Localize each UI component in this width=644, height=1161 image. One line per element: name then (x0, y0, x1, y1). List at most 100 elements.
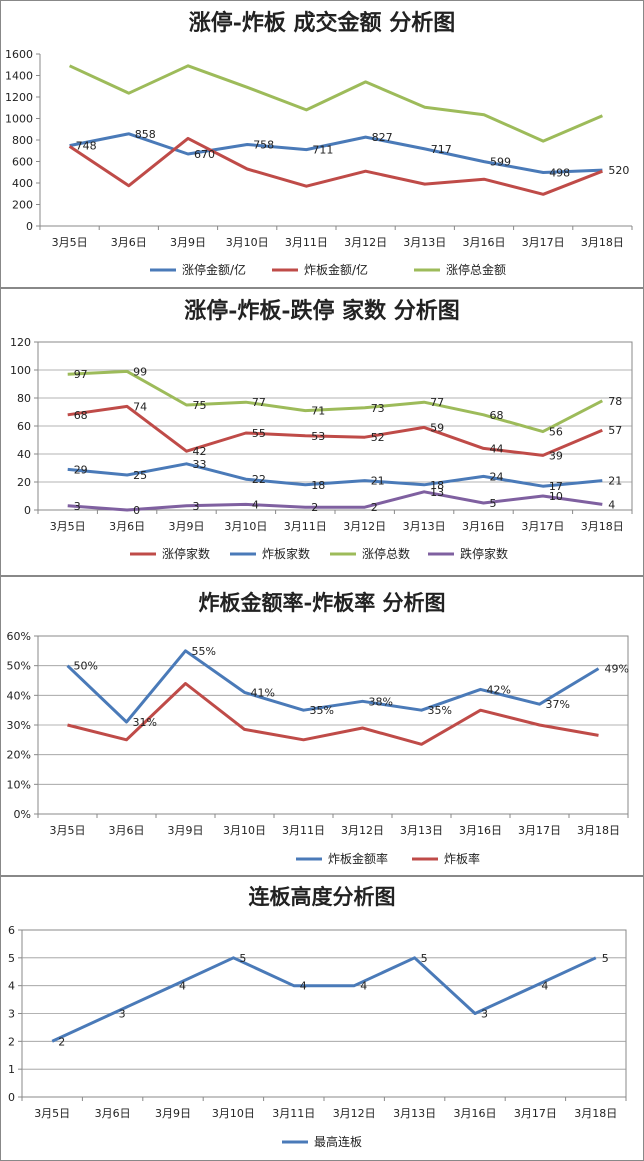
data-label: 2 (58, 1035, 65, 1048)
series-line-3 (67, 369, 603, 434)
data-label: 39 (549, 449, 563, 462)
data-label: 24 (490, 470, 504, 483)
x-tick-label: 3月6日 (109, 824, 145, 837)
chart-ratio: 炸板金额率-炸板率 分析图 0% 10% 20% 30% 40% 50% 60% 3月5日 3月6… (0, 576, 644, 876)
chart-title: 涨停-炸板-跌停 家数 分析图 (184, 298, 460, 324)
y-tick-label: 40 (17, 448, 31, 461)
legend-label: 涨停总数 (362, 546, 410, 561)
data-label: 711 (312, 144, 333, 157)
data-label: 670 (194, 148, 215, 161)
data-label: 2 (311, 501, 318, 514)
legend-label: 跌停家数 (460, 546, 508, 561)
y-tick-label: 600 (12, 156, 33, 169)
chart-turnover: 涨停-炸板 成交金额 分析图 0 200 400 600 800 1000 1200 1400 1… (0, 0, 644, 288)
data-label: 68 (74, 409, 88, 422)
y-tick-label: 400 (12, 177, 33, 190)
data-label: 53 (311, 430, 325, 443)
series-line-1 (67, 404, 603, 457)
data-label: 17 (549, 480, 563, 493)
data-label: 33 (193, 458, 207, 471)
chart-panel-turnover: 涨停-炸板 成交金额 分析图 0 200 400 600 800 1000 1200 1400 1… (0, 0, 644, 288)
y-tick-label: 10% (7, 778, 31, 791)
x-tick-label: 3月16日 (454, 1107, 497, 1120)
x-tick-label: 3月11日 (272, 1107, 315, 1120)
x-tick-label: 3月5日 (50, 824, 86, 837)
x-tick-label: 3月13日 (393, 1107, 436, 1120)
x-tick-label: 3月9日 (168, 824, 204, 837)
series-line-2 (67, 462, 603, 488)
data-label: 56 (549, 426, 563, 439)
x-tick-label: 3月10日 (224, 520, 267, 533)
x-tick-label: 3月16日 (463, 236, 506, 249)
data-label: 42% (487, 683, 511, 696)
x-tick-label: 3月17日 (514, 1107, 557, 1120)
series-line-2 (68, 136, 603, 196)
y-tick-label: 0 (26, 220, 33, 233)
x-tick-label: 3月16日 (462, 520, 505, 533)
data-label: 75 (193, 399, 207, 412)
x-tick-label: 3月9日 (170, 236, 206, 249)
data-label: 3 (193, 500, 200, 513)
series-line-1 (51, 956, 597, 1043)
y-tick-label: 1400 (5, 70, 33, 83)
y-tick-label: 30% (7, 719, 31, 732)
data-label: 717 (431, 143, 452, 156)
x-tick-label: 3月5日 (50, 520, 86, 533)
x-tick-label: 3月10日 (223, 824, 266, 837)
data-label: 3 (481, 1008, 488, 1021)
data-label: 5 (602, 952, 609, 965)
data-label: 498 (549, 166, 570, 179)
data-label: 37% (546, 698, 570, 711)
chart-panel-counts: 涨停-炸板-跌停 家数 分析图 0 20 40 60 80 100 120 3月5日 3月6日 3月… (0, 288, 644, 576)
x-tick-label: 3月13日 (400, 824, 443, 837)
chart-height: 连板高度分析图 0 1 2 3 4 5 6 3月5日 3月6日 3月9日 3月10日 3月11日 3月12… (0, 876, 644, 1161)
data-label: 74 (133, 400, 147, 413)
series-line-4 (67, 490, 603, 512)
data-label: 3 (119, 1008, 126, 1021)
x-tick-label: 3月18日 (574, 1107, 617, 1120)
data-label: 18 (311, 479, 325, 492)
data-label: 35% (310, 704, 334, 717)
y-tick-label: 1200 (5, 91, 33, 104)
data-label: 52 (371, 431, 385, 444)
data-label: 99 (133, 365, 147, 378)
y-tick-label: 2 (8, 1035, 15, 1048)
x-tick-label: 3月12日 (343, 520, 386, 533)
y-tick-label: 60% (7, 630, 31, 643)
data-label: 5 (490, 497, 497, 510)
data-label: 827 (372, 131, 393, 144)
y-tick-label: 200 (12, 199, 33, 212)
series-line-2 (67, 682, 599, 746)
x-tick-label: 3月17日 (518, 824, 561, 837)
series-line-1 (66, 649, 600, 724)
y-tick-label: 1 (8, 1063, 15, 1076)
data-label: 25 (133, 469, 147, 482)
data-label: 50% (74, 660, 98, 673)
legend-label: 炸板家数 (262, 546, 310, 561)
y-tick-label: 80 (17, 392, 31, 405)
data-label: 68 (490, 409, 504, 422)
legend-label: 最高连板 (314, 1134, 362, 1149)
data-label: 4 (608, 498, 615, 511)
x-tick-label: 3月6日 (111, 236, 147, 249)
x-tick-label: 3月9日 (155, 1107, 191, 1120)
chart-panel-ratio: 炸板金额率-炸板率 分析图 0% 10% 20% 30% 40% 50% 60% 3月5日 3月6… (0, 576, 644, 876)
data-label: 55 (252, 427, 266, 440)
x-tick-label: 3月18日 (577, 824, 620, 837)
legend-label: 炸板金额/亿 (304, 262, 368, 277)
data-label: 42 (193, 445, 207, 458)
data-label: 41% (251, 686, 275, 699)
x-tick-label: 3月5日 (34, 1107, 70, 1120)
legend-label: 涨停金额/亿 (182, 262, 246, 277)
x-tick-label: 3月10日 (212, 1107, 255, 1120)
y-tick-label: 40% (7, 689, 31, 702)
data-label: 21 (371, 475, 385, 488)
y-tick-label: 120 (10, 336, 31, 349)
x-tick-label: 3月17日 (521, 520, 564, 533)
y-tick-label: 60 (17, 420, 31, 433)
y-tick-label: 6 (8, 924, 15, 937)
data-label: 22 (252, 473, 266, 486)
data-label: 5 (421, 952, 428, 965)
data-label: 97 (74, 368, 88, 381)
